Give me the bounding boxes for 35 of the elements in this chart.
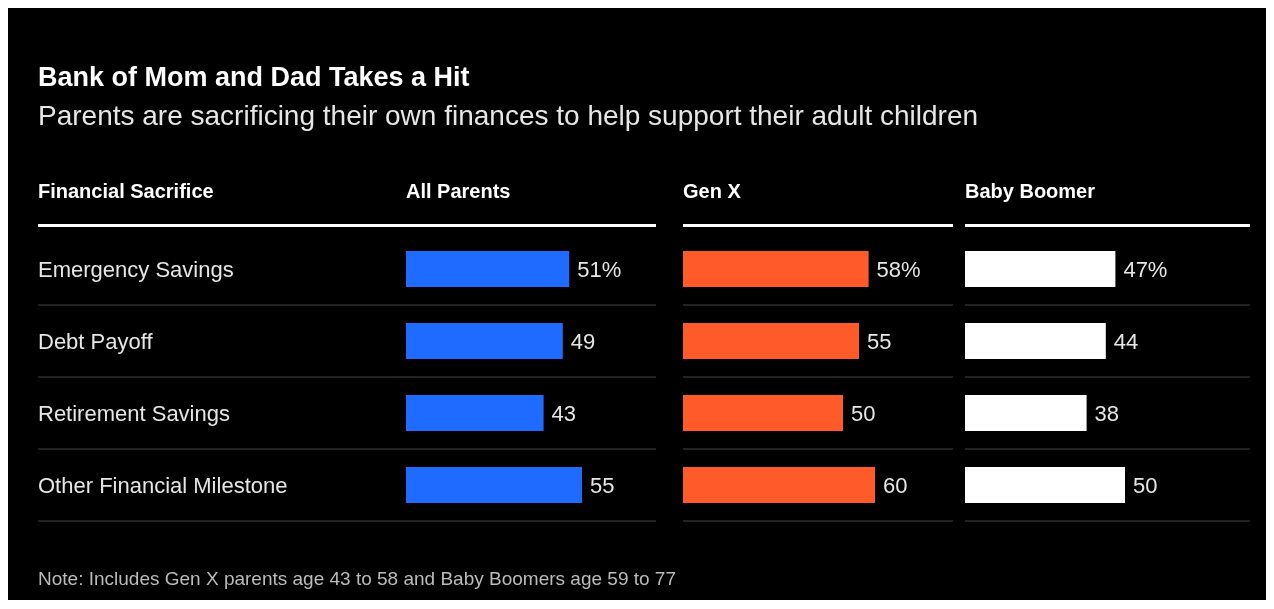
bar	[406, 251, 570, 287]
data-label: 55	[590, 472, 615, 498]
y-tick-label: Debt Payoff	[38, 328, 154, 354]
bar	[965, 323, 1106, 359]
bar	[965, 251, 1116, 287]
bar	[406, 323, 563, 359]
bar	[965, 467, 1125, 503]
data-label: 55	[867, 328, 892, 354]
data-label: 50	[851, 400, 876, 426]
text: Bank of Mom and Dad Takes a Hit	[38, 62, 470, 92]
bar	[406, 467, 582, 503]
text: Parents are sacrificing their own finances to help support their adult children	[38, 100, 979, 131]
chart-title: All Parents	[406, 180, 511, 202]
y-tick-label: Retirement Savings	[38, 400, 230, 426]
data-label: 47%	[1123, 256, 1168, 282]
bar	[683, 395, 843, 431]
bar	[683, 467, 875, 503]
bar	[683, 323, 859, 359]
bar	[965, 395, 1087, 431]
bar	[683, 251, 869, 287]
y-tick-label: Emergency Savings	[38, 256, 234, 282]
data-label: 60	[883, 472, 908, 498]
y-tick-label: Other Financial Milestone	[38, 472, 288, 498]
data-label: 49	[570, 328, 596, 354]
data-label: 43	[551, 400, 577, 426]
data-label: 51%	[577, 256, 622, 282]
y-axis-title: Financial Sacrifice	[38, 180, 214, 202]
data-label: 58%	[876, 256, 921, 282]
chart-title: Gen X	[683, 180, 742, 202]
data-label: 50	[1133, 472, 1158, 498]
bar	[406, 395, 544, 431]
text: Note: Includes Gen X parents age 43 to 58 and Baby Boomers age 59 to 77	[38, 568, 676, 589]
data-label: 38	[1094, 400, 1120, 426]
data-label: 44	[1113, 328, 1139, 354]
chart-title: Baby Boomer	[965, 180, 1096, 202]
